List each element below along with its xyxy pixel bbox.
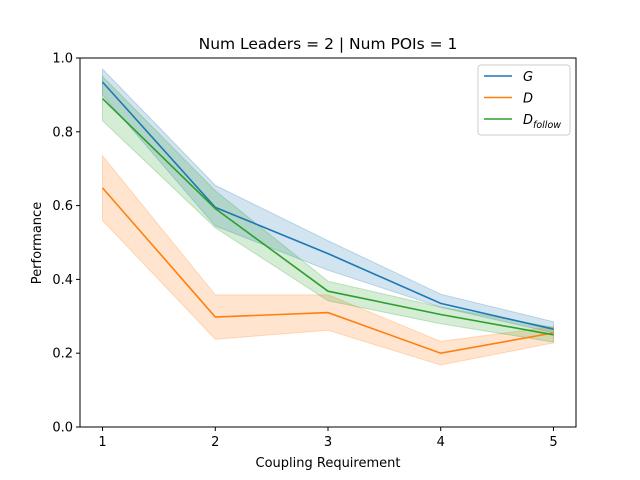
series-band-2	[102, 75, 554, 343]
series-line-0	[101, 81, 554, 330]
y-tick-label: 0.6	[52, 199, 73, 214]
x-axis: 1 2 3 4 5	[98, 427, 558, 450]
x-tick-label: 5	[549, 435, 557, 450]
y-tick-label: 0.0	[52, 421, 73, 436]
x-tick-label: 2	[211, 435, 219, 450]
y-tick-label: 0.4	[52, 273, 73, 288]
y-tick-label: 0.8	[52, 125, 73, 140]
y-tick-label: 0.2	[52, 347, 73, 362]
chart-title: Num Leaders = 2 | Num POIs = 1	[199, 35, 458, 53]
legend-label-subscript: follow	[533, 120, 561, 131]
y-axis: 0.0 0.2 0.4 0.6 0.8 1.0	[52, 52, 80, 436]
series-line-2	[101, 98, 554, 336]
legend-label-1: D	[523, 92, 533, 107]
x-axis-label: Coupling Requirement	[256, 456, 401, 471]
y-axis-label: Performance	[30, 202, 45, 284]
series-lines	[101, 81, 554, 355]
x-tick-label: 1	[98, 435, 106, 450]
legend-box	[477, 64, 571, 136]
x-tick-label: 4	[437, 435, 445, 450]
y-tick-label: 1.0	[52, 52, 73, 67]
legend-label-0: G	[523, 70, 533, 85]
series-band-1	[102, 154, 554, 366]
x-tick-label: 3	[324, 435, 332, 450]
series-line-1	[101, 187, 554, 355]
